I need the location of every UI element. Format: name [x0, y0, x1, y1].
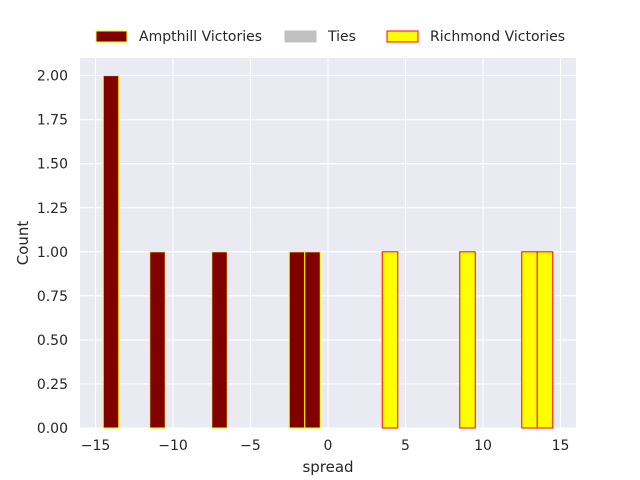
histogram-bar — [288, 251, 306, 429]
x-tick-label: 15 — [552, 438, 570, 454]
legend: Ampthill Victories Ties Richmond Victori… — [95, 29, 565, 45]
legend-label-ampthill: Ampthill Victories — [139, 29, 262, 45]
x-tick-label: 5 — [401, 438, 410, 454]
histogram-bar — [521, 251, 538, 429]
y-tick-label: 0.25 — [37, 377, 68, 393]
y-axis-label: Count — [14, 221, 32, 266]
histogram-bar — [211, 251, 228, 429]
x-axis-label: spread — [302, 458, 353, 476]
legend-swatch-ties — [284, 30, 317, 43]
legend-swatch-ampthill — [95, 30, 128, 43]
y-tick-label: 0.75 — [37, 289, 68, 305]
y-tick-label: 1.50 — [37, 157, 68, 173]
x-tick-label: −5 — [240, 438, 261, 454]
y-tick-label: 2.00 — [37, 69, 68, 85]
histogram-bar — [304, 251, 321, 429]
y-tick-label: 1.25 — [37, 201, 68, 217]
y-tick-label: 1.75 — [37, 113, 68, 129]
x-tick-labels: −15 −10 −5 0 5 10 15 — [81, 438, 570, 454]
y-tick-label: 0.50 — [37, 333, 68, 349]
x-tick-label: 0 — [324, 438, 333, 454]
legend-label-ties: Ties — [327, 29, 356, 45]
legend-swatch-richmond — [386, 30, 419, 43]
y-tick-labels: 0.00 0.25 0.50 0.75 1.00 1.25 1.50 1.75 2.00 — [37, 69, 68, 437]
histogram-bar — [381, 251, 399, 429]
bars-layer — [102, 75, 554, 429]
histogram-bar — [149, 251, 166, 429]
legend-label-richmond: Richmond Victories — [430, 29, 565, 45]
x-tick-label: 10 — [474, 438, 492, 454]
x-tick-label: −15 — [81, 438, 111, 454]
y-tick-label: 1.00 — [37, 245, 68, 261]
y-tick-label: 0.00 — [37, 421, 68, 437]
x-tick-label: −10 — [158, 438, 188, 454]
histogram-bar — [536, 251, 554, 429]
histogram-bar — [459, 251, 476, 429]
histogram-bar — [102, 75, 120, 429]
